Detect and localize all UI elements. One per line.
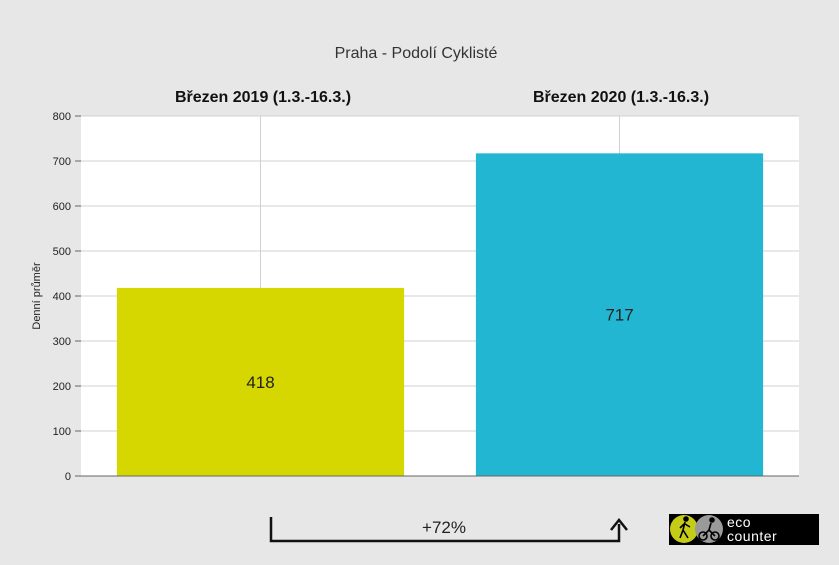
category-label-2019: Březen 2019 (1.3.-16.3.) bbox=[175, 89, 351, 106]
y-tick-label: 500 bbox=[53, 246, 71, 258]
bar bbox=[116, 287, 405, 476]
eco-counter-logo: eco counter bbox=[669, 514, 819, 545]
y-tick-label: 300 bbox=[53, 336, 71, 348]
bar bbox=[475, 153, 764, 476]
y-tick-label: 200 bbox=[53, 381, 71, 393]
change-percent-label: +72% bbox=[422, 518, 466, 537]
y-tick-label: 400 bbox=[53, 291, 71, 303]
bar-value-label: 717 bbox=[605, 306, 633, 325]
bars: 418 717 bbox=[116, 153, 764, 476]
y-tick-label: 100 bbox=[53, 426, 71, 438]
category-label-2020: Březen 2020 (1.3.-16.3.) bbox=[533, 89, 709, 106]
y-tick-label: 700 bbox=[53, 156, 71, 168]
y-axis-ticks: 0 100 200 300 400 500 600 700 800 bbox=[53, 111, 81, 483]
logo-text-eco: eco bbox=[727, 514, 751, 530]
y-tick-label: 0 bbox=[65, 471, 71, 483]
y-tick-label: 600 bbox=[53, 201, 71, 213]
bar-value-label: 418 bbox=[246, 373, 274, 392]
change-arrow bbox=[269, 517, 628, 543]
y-axis-label: Denní průměr bbox=[31, 262, 43, 330]
pedestrian-figure bbox=[679, 516, 691, 539]
y-tick-label: 800 bbox=[53, 111, 71, 123]
cyclist-figure bbox=[698, 517, 720, 541]
logo-text-counter: counter bbox=[727, 528, 777, 544]
chart-title: Praha - Podolí Cyklisté bbox=[335, 45, 498, 62]
